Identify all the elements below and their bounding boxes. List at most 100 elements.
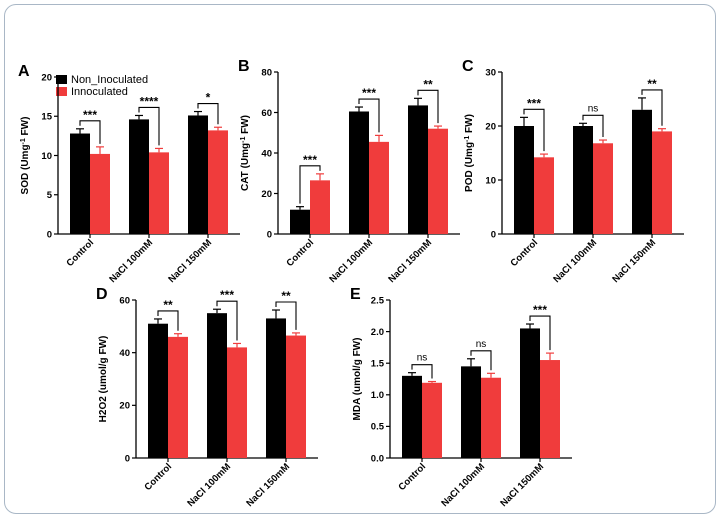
bar-non-inoculated xyxy=(290,209,310,234)
significance-label: ** xyxy=(163,298,173,312)
x-tick-label: Control xyxy=(284,237,316,269)
bar-innoculated xyxy=(149,152,169,234)
figure-frame xyxy=(4,4,716,514)
y-tick-label: 0 xyxy=(267,229,272,240)
significance-bracket xyxy=(523,108,545,152)
panel-e: E 0.0 0.5 1.0 1.5 2.0 2.5 MDA (umol/g FW) ns Cont… xyxy=(350,286,572,509)
x-tick-label: NaCl 100mM xyxy=(327,237,375,285)
y-tick-label: 40 xyxy=(261,148,272,159)
significance-bracket xyxy=(216,300,238,341)
x-tick-label: Control xyxy=(64,237,96,269)
panel-c: C 0 10 20 30 POD (Umg-1 FW) *** Control ns NaCl 1… xyxy=(462,58,684,285)
significance-label: *** xyxy=(527,96,541,110)
y-tick-label: 30 xyxy=(485,67,496,78)
bar-innoculated xyxy=(310,180,330,234)
y-axis-label: H2O2 (umol/g FW) xyxy=(98,336,109,423)
x-tick-label: NaCl 150mM xyxy=(166,237,214,285)
y-tick-label: 10 xyxy=(485,175,496,186)
significance-label: ns xyxy=(476,339,487,350)
bar-innoculated xyxy=(593,143,613,234)
y-tick-label: 15 xyxy=(41,112,52,123)
legend-swatch-non-inoculated xyxy=(56,75,67,84)
significance-label: * xyxy=(206,91,211,105)
y-tick-label: 0.0 xyxy=(371,453,384,464)
significance-label: *** xyxy=(303,153,317,167)
significance-label: ns xyxy=(588,103,599,114)
significance-label: *** xyxy=(83,108,97,122)
y-tick-label: 20 xyxy=(485,121,496,132)
bar-non-inoculated xyxy=(129,119,149,234)
significance-bracket xyxy=(411,364,433,379)
bar-non-inoculated xyxy=(573,126,593,234)
y-tick-label: 0 xyxy=(491,229,496,240)
x-tick-label: NaCl 150mM xyxy=(244,461,292,509)
legend-swatch-innoculated xyxy=(56,87,67,96)
bar-non-inoculated xyxy=(408,105,428,234)
bar-non-inoculated xyxy=(148,323,168,458)
bar-innoculated xyxy=(422,382,442,458)
bar-innoculated xyxy=(168,336,188,458)
bar-innoculated xyxy=(540,360,560,458)
panel-a: A 0 5 10 15 20 SOD (Umg-1 FW) *** Control **** NaC… xyxy=(18,63,240,285)
x-tick-label: Control xyxy=(508,237,540,269)
bar-innoculated xyxy=(286,335,306,458)
x-tick-label: Control xyxy=(142,461,174,493)
y-tick-label: 2.0 xyxy=(371,327,384,338)
significance-label: ** xyxy=(647,77,657,91)
panel-letter: B xyxy=(238,58,250,75)
panel-letter: D xyxy=(96,286,108,303)
y-tick-label: 20 xyxy=(41,72,52,83)
y-tick-label: 5 xyxy=(47,190,53,201)
bar-innoculated xyxy=(369,141,389,234)
bar-non-inoculated xyxy=(402,375,422,458)
significance-bracket xyxy=(138,106,160,146)
bar-non-inoculated xyxy=(632,109,652,234)
significance-bracket xyxy=(641,89,663,126)
bar-non-inoculated xyxy=(266,318,286,458)
significance-bracket xyxy=(275,301,297,330)
panel-letter: E xyxy=(350,286,361,303)
x-tick-label: NaCl 150mM xyxy=(610,237,658,285)
significance-label: **** xyxy=(140,94,159,108)
y-tick-label: 60 xyxy=(119,295,130,306)
significance-label: *** xyxy=(220,288,234,302)
bar-non-inoculated xyxy=(207,313,227,458)
legend-label-innoculated: Innoculated xyxy=(71,86,128,98)
significance-label: ** xyxy=(423,77,433,91)
significance-label: *** xyxy=(362,86,376,100)
panel-letter: C xyxy=(462,58,474,75)
y-tick-label: 1.5 xyxy=(371,359,385,370)
bar-non-inoculated xyxy=(461,366,481,458)
significance-bracket xyxy=(529,315,551,351)
bar-non-inoculated xyxy=(70,133,90,234)
significance-bracket xyxy=(470,350,492,371)
bar-innoculated xyxy=(90,153,110,234)
panel-d: D 0 20 40 60 H2O2 (umol/g FW) ** Control *** NaCl… xyxy=(96,286,318,509)
x-tick-label: NaCl 100mM xyxy=(551,237,599,285)
bar-innoculated xyxy=(534,157,554,234)
x-tick-label: NaCl 100mM xyxy=(107,237,155,285)
y-tick-label: 40 xyxy=(119,348,130,359)
bar-innoculated xyxy=(652,131,672,234)
x-tick-label: NaCl 150mM xyxy=(386,237,434,285)
significance-label: *** xyxy=(533,303,547,317)
y-tick-label: 0 xyxy=(47,229,52,240)
y-axis-label: MDA (umol/g FW) xyxy=(352,338,363,421)
y-tick-label: 80 xyxy=(261,67,272,78)
y-axis-label: CAT (Umg-1 FW) xyxy=(240,115,252,191)
y-tick-label: 0.5 xyxy=(371,422,385,433)
significance-bracket xyxy=(197,102,219,125)
bar-non-inoculated xyxy=(520,328,540,458)
bar-innoculated xyxy=(481,377,501,458)
bar-non-inoculated xyxy=(349,111,369,234)
y-tick-label: 10 xyxy=(41,151,52,162)
y-axis-label: SOD (Umg-1 FW) xyxy=(20,117,32,195)
y-tick-label: 0 xyxy=(125,453,130,464)
y-axis-label: POD (Umg-1 FW) xyxy=(464,114,476,192)
significance-bracket xyxy=(582,114,604,138)
panel-b: B 0 20 40 60 80 CAT (Umg-1 FW) *** Control *** NaC… xyxy=(238,58,460,285)
x-tick-label: NaCl 100mM xyxy=(439,461,487,509)
significance-bracket xyxy=(79,120,101,144)
significance-bracket xyxy=(299,165,321,204)
